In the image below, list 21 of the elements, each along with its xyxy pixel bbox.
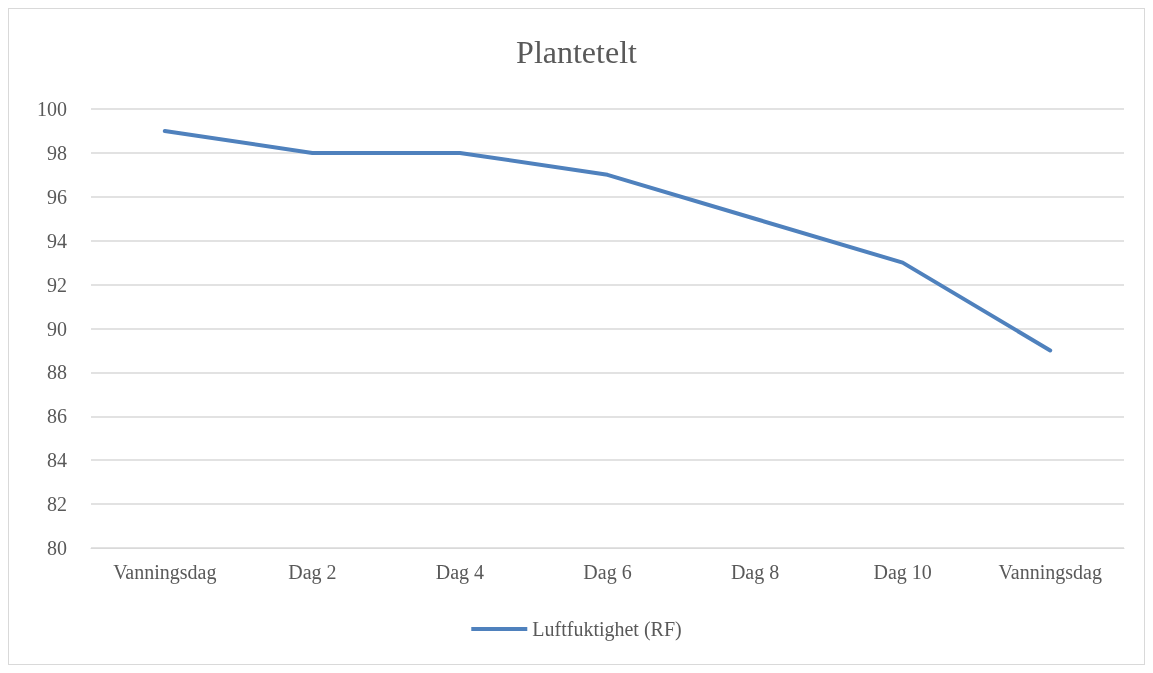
x-tick-label: Dag 10 [873, 561, 932, 584]
y-tick-label: 84 [47, 449, 67, 472]
x-tick-label: Dag 4 [435, 561, 485, 584]
y-tick-label: 92 [47, 273, 67, 296]
chart-title: Plantetelt [516, 34, 638, 70]
y-tick-label: 94 [47, 229, 67, 252]
x-tick-label: Vanningsdag [998, 561, 1102, 584]
x-tick-label: Vanningsdag [113, 561, 217, 584]
y-tick-label: 98 [47, 141, 67, 164]
y-tick-label: 100 [37, 98, 67, 120]
y-tick-label: 90 [47, 317, 67, 340]
y-tick-label: 88 [47, 361, 67, 384]
legend-label: Luftfuktighet (RF) [532, 618, 682, 641]
line-series [162, 128, 1053, 353]
x-tick-label: Dag 2 [288, 561, 337, 584]
y-tick-label: 86 [47, 405, 67, 428]
x-tick-label: Dag 6 [583, 561, 632, 584]
y-tick-label: 96 [47, 185, 67, 208]
y-tick-label: 82 [47, 493, 67, 516]
x-tick-label: Dag 8 [730, 561, 780, 584]
y-tick-label: 80 [47, 537, 67, 559]
